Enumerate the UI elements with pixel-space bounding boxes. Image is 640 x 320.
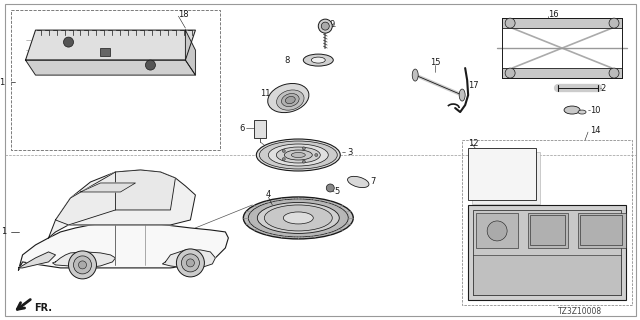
Circle shape <box>282 158 285 161</box>
Polygon shape <box>26 60 195 75</box>
Polygon shape <box>26 30 195 60</box>
Bar <box>473 210 621 295</box>
Circle shape <box>181 254 200 272</box>
Text: 16: 16 <box>548 10 559 19</box>
Bar <box>502 18 622 28</box>
Ellipse shape <box>276 147 320 163</box>
Ellipse shape <box>412 69 418 81</box>
Text: 15: 15 <box>430 58 441 67</box>
Bar <box>578 213 626 248</box>
Polygon shape <box>19 252 56 268</box>
Bar <box>468 205 626 300</box>
Bar <box>476 213 518 248</box>
Polygon shape <box>49 170 195 238</box>
Ellipse shape <box>564 106 580 114</box>
Circle shape <box>487 221 507 241</box>
Text: 20: 20 <box>157 60 168 69</box>
Circle shape <box>321 22 329 30</box>
Bar <box>100 48 111 56</box>
Circle shape <box>186 259 195 267</box>
Circle shape <box>318 19 332 33</box>
Circle shape <box>505 68 515 78</box>
Text: TZ3Z10008: TZ3Z10008 <box>558 307 602 316</box>
Ellipse shape <box>276 90 304 110</box>
Text: 20: 20 <box>76 38 86 47</box>
Text: 1: 1 <box>1 228 6 236</box>
Polygon shape <box>163 250 216 268</box>
Circle shape <box>609 68 619 78</box>
Text: 1: 1 <box>0 77 4 87</box>
Ellipse shape <box>248 199 348 237</box>
Bar <box>580 215 622 245</box>
Circle shape <box>145 60 156 70</box>
Ellipse shape <box>284 212 314 224</box>
Ellipse shape <box>459 89 465 101</box>
Circle shape <box>302 147 305 150</box>
Circle shape <box>505 18 515 28</box>
Bar <box>528 213 568 248</box>
Ellipse shape <box>285 96 295 104</box>
Bar <box>468 148 536 200</box>
Text: 2: 2 <box>600 84 605 92</box>
Text: 19: 19 <box>113 48 123 57</box>
Circle shape <box>79 261 86 269</box>
Text: 5: 5 <box>334 188 340 196</box>
Ellipse shape <box>311 57 325 63</box>
Ellipse shape <box>284 150 312 160</box>
Circle shape <box>609 18 619 28</box>
Ellipse shape <box>348 176 369 188</box>
Text: 10: 10 <box>590 106 600 115</box>
Circle shape <box>177 249 204 277</box>
Bar <box>11 10 220 150</box>
Ellipse shape <box>268 84 309 113</box>
Ellipse shape <box>291 153 305 157</box>
Text: 14: 14 <box>590 125 600 134</box>
Circle shape <box>302 160 305 163</box>
Ellipse shape <box>578 110 586 114</box>
Circle shape <box>315 154 318 156</box>
Ellipse shape <box>259 141 337 169</box>
Text: FR.: FR. <box>35 303 52 313</box>
Circle shape <box>326 184 334 192</box>
Circle shape <box>63 37 74 47</box>
Bar <box>254 120 266 138</box>
Ellipse shape <box>268 144 328 166</box>
Bar <box>462 140 632 305</box>
Ellipse shape <box>257 203 339 233</box>
Ellipse shape <box>303 54 333 66</box>
Bar <box>530 215 565 245</box>
Text: 11: 11 <box>260 89 271 98</box>
Circle shape <box>282 149 285 152</box>
Text: 4: 4 <box>266 190 271 199</box>
Ellipse shape <box>264 205 332 231</box>
Text: 3: 3 <box>348 148 353 156</box>
Ellipse shape <box>282 93 299 107</box>
Bar <box>473 255 621 295</box>
Polygon shape <box>56 172 115 225</box>
Bar <box>502 68 622 78</box>
Text: 8: 8 <box>284 56 290 65</box>
Circle shape <box>74 256 92 274</box>
Circle shape <box>68 251 97 279</box>
Text: 6: 6 <box>239 124 244 132</box>
Polygon shape <box>115 170 175 210</box>
Polygon shape <box>186 30 195 75</box>
Polygon shape <box>81 183 136 192</box>
Text: 18: 18 <box>179 10 189 19</box>
Polygon shape <box>52 252 115 268</box>
Ellipse shape <box>243 197 353 239</box>
Bar <box>472 152 540 204</box>
Text: 7: 7 <box>371 178 376 187</box>
Ellipse shape <box>257 139 340 171</box>
Polygon shape <box>19 222 228 270</box>
Text: 12: 12 <box>468 139 479 148</box>
Text: 17: 17 <box>468 81 479 90</box>
Text: 9: 9 <box>329 20 335 28</box>
